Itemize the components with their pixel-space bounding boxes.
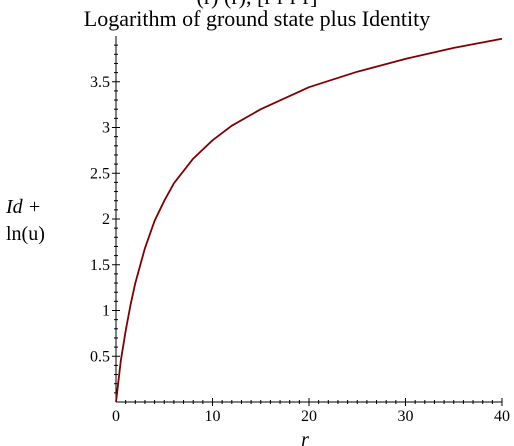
y-tick-label: 0.5	[90, 348, 110, 365]
y-tick-label: 3.5	[90, 74, 110, 91]
x-tick-label: 40	[494, 408, 510, 425]
x-tick-label: 20	[301, 408, 317, 425]
y-tick-label: 3	[102, 120, 110, 137]
x-axis-label: r	[301, 429, 309, 446]
x-tick-label: 0	[112, 408, 120, 425]
ticks	[112, 44, 503, 406]
y-axis-label-line1: Id +	[6, 196, 42, 218]
chart-title: Logarithm of ground state plus Identity	[83, 6, 431, 31]
y-tick-label: 2.5	[90, 165, 110, 182]
cut-off-top-text: (r) (r), [r r r r]	[0, 0, 514, 10]
y-tick-label: 1.5	[90, 257, 110, 274]
x-tick-label: 10	[205, 408, 221, 425]
series-line	[115, 37, 503, 403]
x-tick-label: 30	[398, 408, 414, 425]
y-axis-label: Id + ln(u)	[6, 194, 45, 248]
y-tick-label: 1	[102, 303, 110, 320]
tick-labels: 0.5 1 1.5 2 2.5 3 3.5 0 10 20 30 40	[90, 74, 510, 425]
axes	[115, 36, 502, 403]
series-group	[115, 37, 503, 403]
y-axis-label-line2: ln(u)	[6, 223, 45, 245]
y-tick-label: 2	[102, 211, 110, 228]
